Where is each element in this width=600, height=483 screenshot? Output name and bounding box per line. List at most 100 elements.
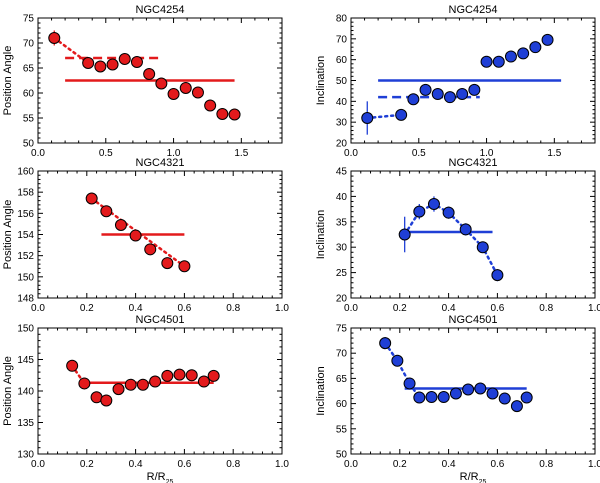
data-point — [178, 260, 191, 273]
y-tick-label: 160 — [17, 167, 34, 178]
x-tick-label: 0.0 — [344, 148, 358, 159]
series-fit-dotted — [383, 341, 421, 399]
data-point — [462, 383, 475, 396]
data-point — [197, 375, 210, 388]
data-point — [112, 383, 125, 396]
y-tick-label: 150 — [17, 272, 34, 283]
data-point — [66, 359, 79, 372]
x-tick-label: 0.6 — [177, 303, 191, 314]
y-tick-label: 30 — [336, 118, 348, 129]
y-axis-label: Position Angle — [2, 356, 14, 426]
data-point — [504, 50, 517, 63]
x-tick-label: 1.0 — [167, 148, 181, 159]
plot-frame — [350, 327, 596, 455]
y-tick-label: 130 — [17, 450, 34, 461]
y-tick-label: 140 — [17, 387, 34, 398]
data-point — [185, 369, 198, 382]
data-point — [476, 241, 489, 254]
data-point — [407, 93, 420, 106]
data-point — [361, 112, 374, 124]
data-point — [207, 369, 220, 382]
data-point — [498, 392, 511, 405]
y-tick-label: 55 — [23, 114, 35, 125]
y-axis-label: Position Angle — [2, 200, 14, 270]
y-tick-label: 156 — [17, 209, 34, 220]
x-tick-label: 0.5 — [412, 148, 426, 159]
x-tick-label: 0.0 — [31, 303, 45, 314]
plot-frame — [350, 170, 596, 299]
data-point — [431, 88, 444, 101]
x-tick-label: 1.5 — [547, 148, 561, 159]
y-tick-label: 60 — [336, 55, 348, 66]
x-tick-label: 0.2 — [393, 303, 407, 314]
x-tick-label: 0.5 — [99, 148, 113, 159]
data-point — [118, 53, 131, 65]
data-point — [442, 206, 455, 219]
y-tick-label: 40 — [336, 192, 348, 203]
x-tick-label: 0.2 — [393, 459, 407, 470]
x-axis-label: R/R25 — [147, 471, 174, 483]
data-point — [419, 83, 432, 96]
x-tick-label: 0.6 — [177, 459, 191, 470]
y-tick-label: 50 — [23, 139, 35, 150]
y-tick-label: 70 — [23, 39, 35, 50]
y-tick-label: 55 — [336, 424, 348, 435]
x-tick-label: 0.2 — [80, 459, 94, 470]
y-tick-label: 152 — [17, 251, 34, 262]
y-tick-label: 50 — [336, 450, 348, 461]
x-tick-label: 0.4 — [129, 303, 143, 314]
data-point — [78, 377, 91, 390]
x-tick-label: 0.0 — [31, 459, 45, 470]
chart-panel-2: 0.0 0.5 1.0 1.5 20 30 40 50 60 70 80 NGC4254 Inclina… — [315, 4, 596, 159]
y-tick-label: 20 — [336, 139, 348, 150]
y-tick-label: 70 — [336, 349, 348, 360]
data-point — [106, 58, 119, 71]
data-point — [425, 391, 438, 404]
data-point — [395, 108, 408, 121]
chart-panel-4: 0.0 0.2 0.4 0.6 0.8 1.0 20 25 30 35 40 45 NGC4321 Inc… — [315, 157, 600, 314]
y-tick-label: 65 — [23, 64, 35, 75]
y-tick-label: 75 — [336, 324, 348, 335]
x-tick-label: 1.0 — [275, 303, 289, 314]
data-point — [136, 378, 149, 391]
x-tick-label: 0.6 — [490, 303, 504, 314]
x-tick-label: 1.0 — [275, 459, 289, 470]
y-tick-label: 30 — [336, 243, 348, 254]
data-point — [204, 99, 217, 112]
y-tick-label: 154 — [17, 230, 34, 241]
y-axis-label: Inclination — [315, 56, 327, 106]
data-point — [161, 369, 174, 382]
y-axis-label: Inclination — [315, 366, 327, 416]
data-point — [100, 394, 113, 407]
chart-title: NGC4321 — [136, 157, 185, 169]
data-point — [541, 33, 554, 46]
chart-panel-1: 0.0 0.5 1.0 1.5 50 55 60 65 70 75 NGC4254 Position … — [2, 4, 283, 159]
y-tick-label: 75 — [23, 14, 35, 25]
x-axis-label: R/R25 — [460, 471, 487, 483]
data-point — [94, 60, 107, 73]
data-point — [459, 223, 472, 236]
x-tick-label: 0.4 — [442, 303, 456, 314]
y-tick-label: 65 — [336, 374, 348, 385]
data-point — [413, 391, 426, 404]
x-tick-label: 1.0 — [588, 303, 600, 314]
data-point — [129, 229, 142, 242]
y-tick-label: 35 — [336, 217, 348, 228]
x-tick-label: 0.8 — [539, 459, 553, 470]
y-tick-label: 60 — [23, 89, 35, 100]
x-tick-label: 0.0 — [31, 148, 45, 159]
data-point — [480, 55, 493, 68]
data-point — [517, 47, 530, 60]
chart-title: NGC4321 — [449, 157, 498, 169]
data-point — [492, 55, 505, 68]
x-tick-label: 1.5 — [234, 148, 248, 159]
data-point — [82, 57, 95, 69]
data-point — [379, 337, 392, 350]
data-point — [191, 86, 204, 99]
data-point — [398, 228, 411, 241]
data-point — [155, 77, 168, 90]
y-tick-label: 45 — [336, 167, 348, 178]
data-point — [130, 56, 143, 68]
data-point — [167, 88, 180, 100]
